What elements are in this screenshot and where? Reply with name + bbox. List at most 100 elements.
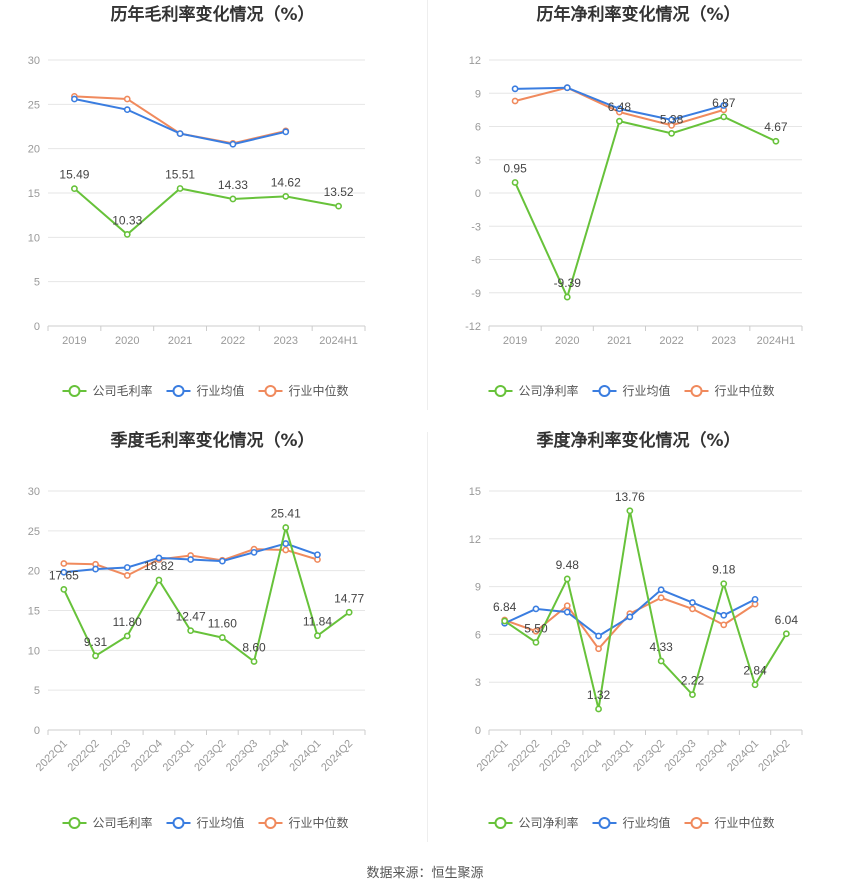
legend-item-company[interactable]: 公司毛利率	[62, 815, 153, 830]
data-point-company	[751, 681, 759, 689]
data-point-industry_avg	[511, 85, 519, 93]
data-point-industry_median	[689, 605, 696, 613]
y-tick-label: 9	[475, 582, 481, 594]
data-label: 5.38	[660, 112, 684, 126]
data-label: 12.47	[176, 610, 206, 624]
x-tick-label: 2022Q2	[65, 738, 101, 774]
data-point-industry_avg	[123, 564, 131, 571]
data-label: 6.48	[608, 100, 632, 114]
data-point-industry_median	[563, 602, 571, 610]
x-tick-label: 2019	[503, 335, 527, 347]
y-tick-label: 15	[469, 486, 481, 498]
x-tick-label: 2020	[555, 335, 579, 347]
x-tick-label: 2022Q2	[506, 738, 542, 774]
legend-item-company[interactable]: 公司毛利率	[62, 383, 153, 398]
svg-text:公司毛利率: 公司毛利率	[93, 815, 153, 830]
svg-text:公司毛利率: 公司毛利率	[93, 383, 153, 398]
data-label: 11.80	[113, 615, 142, 629]
data-point-company	[772, 137, 780, 145]
svg-text:行业中位数: 行业中位数	[715, 815, 775, 830]
chart-quarterly-net-margin: 季度净利率变化情况（%） 0 3 6 9 12 15 2022Q1 2022Q2 2022Q3 20…	[427, 430, 850, 842]
legend-item-company[interactable]: 公司净利率	[488, 383, 579, 398]
data-point-industry_median	[282, 546, 290, 554]
data-point-company	[176, 185, 184, 192]
data-label: 17.65	[49, 568, 79, 582]
x-tick-label: 2023Q4	[256, 738, 292, 774]
data-point-industry_avg	[532, 605, 540, 613]
chart-title: 历年净利率变化情况（%）	[536, 4, 740, 25]
x-tick-label: 2024H1	[319, 335, 358, 347]
data-label: 4.33	[649, 640, 673, 654]
chart-title: 季度净利率变化情况（%）	[536, 430, 740, 451]
svg-text:行业中位数: 行业中位数	[289, 815, 349, 830]
x-tick-label: 2022Q3	[97, 738, 133, 774]
data-point-company	[689, 691, 696, 699]
series-line-company	[514, 115, 777, 300]
data-point-industry_avg	[657, 586, 665, 594]
data-point-industry_median	[720, 621, 728, 629]
data-point-industry_median	[532, 627, 540, 635]
y-tick-label: 0	[34, 321, 40, 333]
x-tick-label: 2024Q1	[287, 738, 323, 774]
data-point-industry_avg	[250, 548, 258, 556]
legend-item-industry_avg[interactable]: 行业均值	[592, 383, 671, 398]
data-label: 25.41	[271, 507, 301, 521]
x-tick-label: 2023	[712, 335, 736, 347]
y-tick-label: -6	[471, 255, 481, 267]
data-point-company	[657, 657, 665, 665]
x-tick-label: 2023Q3	[662, 738, 698, 774]
y-tick-label: -12	[465, 321, 481, 333]
data-point-company	[314, 632, 321, 640]
y-tick-label: 15	[28, 188, 40, 200]
x-tick-label: 2021	[607, 335, 631, 347]
y-tick-label: 10	[28, 645, 40, 657]
data-point-industry_avg	[123, 106, 131, 114]
data-point-company	[782, 630, 790, 638]
data-label: 10.33	[112, 213, 142, 227]
legend-item-industry_avg[interactable]: 行业均值	[166, 383, 245, 398]
x-tick-label: 2019	[62, 335, 86, 347]
legend-item-industry_median[interactable]: 行业中位数	[258, 815, 349, 830]
y-tick-label: -9	[471, 288, 481, 300]
x-tick-label: 2023Q1	[161, 738, 197, 774]
y-tick-label: 3	[475, 677, 481, 689]
x-tick-label: 2022Q1	[34, 738, 70, 774]
annual_net-svg: 历年净利率变化情况（%） -12 -9 -6 -3 0 3 6 9 12 2019 2020 2021 2…	[465, 4, 803, 398]
x-tick-label: 2022Q4	[129, 738, 165, 774]
x-tick-label: 2024Q1	[725, 738, 761, 774]
svg-text:行业均值: 行业均值	[197, 815, 245, 830]
data-point-industry_avg	[155, 554, 163, 562]
legend-item-industry_avg[interactable]: 行业均值	[592, 815, 671, 830]
legend-item-industry_median[interactable]: 行业中位数	[258, 383, 349, 398]
data-point-company	[250, 658, 258, 665]
data-point-company	[720, 580, 728, 588]
legend-item-industry_median[interactable]: 行业中位数	[684, 815, 775, 830]
panel-divider-bottom	[427, 432, 428, 842]
y-tick-label: 0	[34, 725, 40, 737]
data-point-company	[71, 185, 78, 193]
data-label: 6.87	[712, 96, 736, 110]
data-point-company	[282, 524, 290, 531]
data-label: 14.77	[334, 591, 364, 605]
data-label: 14.62	[271, 175, 301, 189]
x-tick-label: 2023Q1	[600, 738, 636, 774]
x-tick-label: 2024Q2	[756, 738, 792, 774]
y-tick-label: 30	[28, 55, 40, 67]
data-point-industry_median	[595, 645, 602, 653]
data-point-industry_avg	[229, 140, 237, 148]
data-label: 5.50	[524, 621, 548, 635]
data-label: 1.32	[587, 688, 611, 702]
y-tick-label: 25	[28, 526, 40, 538]
chart-quarterly-gross-margin: 季度毛利率变化情况（%） 0 5 10 15 20 25 30 2022Q1 2022Q2 2022…	[0, 430, 425, 842]
data-point-company	[511, 179, 519, 186]
legend-item-industry_median[interactable]: 行业中位数	[684, 383, 775, 398]
legend-item-company[interactable]: 公司净利率	[488, 815, 579, 830]
quarter_gross-svg: 季度毛利率变化情况（%）0510152025302022Q12022Q22022…	[28, 430, 366, 830]
legend-item-industry_avg[interactable]: 行业均值	[166, 815, 245, 830]
chart-title: 历年毛利率变化情况（%）	[110, 4, 314, 25]
data-point-industry_avg	[60, 568, 68, 576]
data-point-industry_avg	[720, 611, 728, 619]
x-tick-label: 2024Q2	[319, 738, 355, 774]
data-label: 18.82	[144, 559, 174, 573]
data-point-company	[229, 195, 237, 203]
